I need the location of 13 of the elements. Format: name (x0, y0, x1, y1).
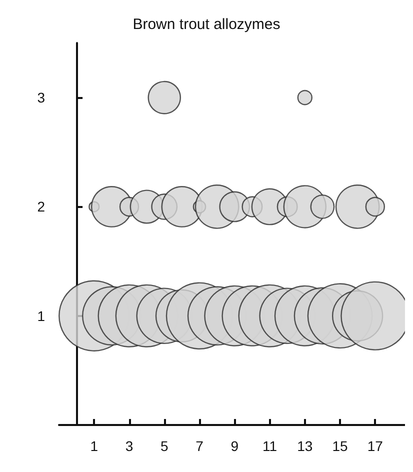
x-tick-label: 11 (262, 438, 278, 454)
y-tick-label: 2 (37, 198, 46, 215)
x-tick-label: 13 (297, 438, 313, 454)
x-tick-label: 15 (332, 438, 348, 454)
chart-title: Brown trout allozymes (132, 16, 280, 33)
x-tick-label: 17 (367, 438, 384, 454)
x-tick-label: 3 (125, 438, 134, 454)
x-tick-label: 7 (196, 438, 204, 454)
y-tick-label: 3 (37, 90, 46, 106)
x-tick-label: 9 (230, 438, 239, 454)
x-tick-label: 5 (160, 438, 168, 454)
x-tick-label: 1 (90, 438, 98, 454)
y-tick-label: 1 (37, 308, 46, 324)
